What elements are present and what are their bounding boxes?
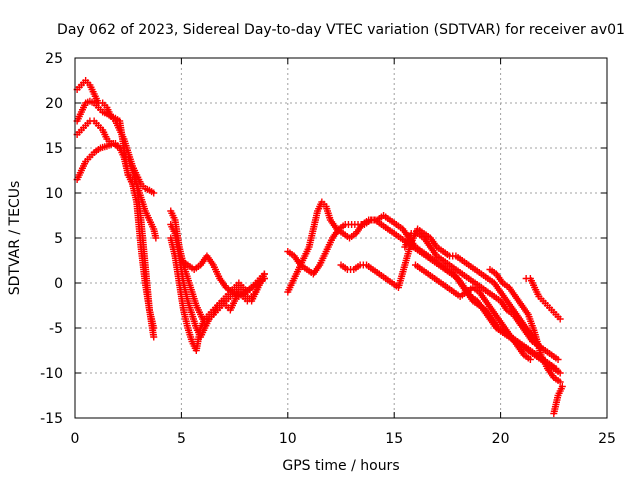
y-axis-label: SDTVAR / TECUs <box>7 181 23 296</box>
data-point <box>150 333 158 341</box>
x-tick-labels: 0 5 10 15 20 25 <box>71 431 616 447</box>
data-point <box>556 378 564 386</box>
axis-ticks <box>74 57 608 419</box>
data-point <box>554 356 562 363</box>
series-track-12 <box>401 230 562 363</box>
y-tick-label: -15 <box>40 411 63 427</box>
series-track-16 <box>550 383 566 417</box>
grid-lines <box>75 58 607 418</box>
series-track-13 <box>411 261 534 363</box>
x-tick-label: 5 <box>177 431 186 447</box>
x-tick-label: 0 <box>71 431 80 447</box>
series-track-14 <box>486 266 564 386</box>
series-track-15 <box>522 275 564 323</box>
data-points <box>73 77 566 417</box>
data-point <box>526 356 534 363</box>
x-axis-label: GPS time / hours <box>282 458 399 474</box>
x-tick-label: 10 <box>279 431 297 447</box>
data-point <box>558 383 566 390</box>
series-track-7 <box>167 234 268 354</box>
y-tick-label: 20 <box>45 96 63 112</box>
x-tick-label: 25 <box>598 431 616 447</box>
data-point <box>556 315 564 323</box>
data-point <box>152 234 160 242</box>
data-point <box>260 275 268 282</box>
y-tick-label: -5 <box>49 321 63 337</box>
data-point <box>556 369 564 377</box>
chart-title: Day 062 of 2023, Sidereal Day-to-day VTE… <box>57 22 625 38</box>
y-tick-label: 5 <box>54 231 63 247</box>
y-tick-labels: -15 -10 -5 0 5 10 15 20 25 <box>40 51 63 427</box>
y-tick-label: 15 <box>45 141 63 157</box>
data-point <box>150 189 158 197</box>
series-track-8 <box>177 252 268 300</box>
x-tick-label: 20 <box>492 431 510 447</box>
y-tick-label: 25 <box>45 51 63 67</box>
series-track-4 <box>73 140 158 341</box>
x-tick-label: 15 <box>385 431 403 447</box>
y-tick-label: -10 <box>40 366 63 382</box>
y-tick-label: 10 <box>45 186 63 202</box>
y-tick-label: 0 <box>54 276 63 292</box>
data-point <box>552 365 560 372</box>
